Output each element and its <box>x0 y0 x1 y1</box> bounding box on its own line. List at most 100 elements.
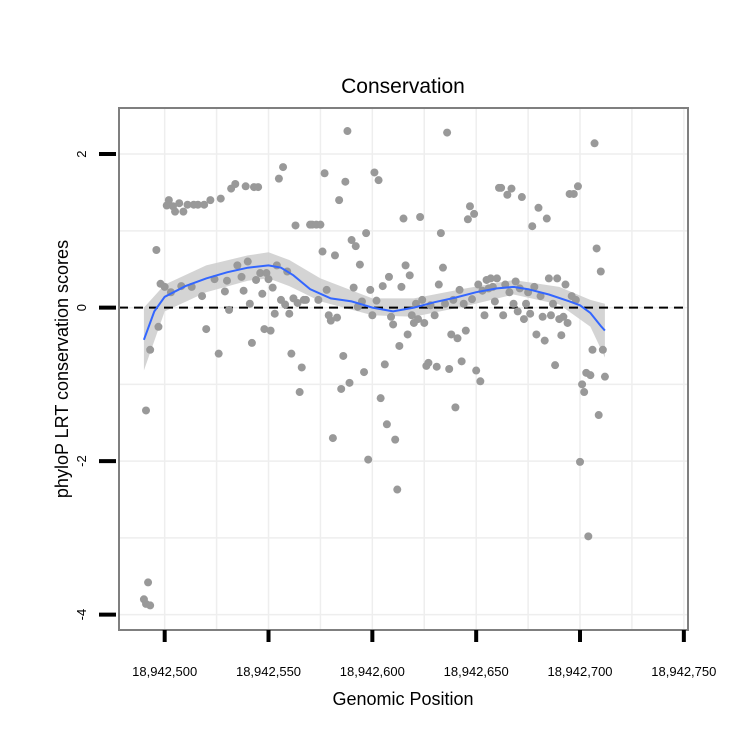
data-point <box>281 300 290 309</box>
data-point <box>492 274 501 283</box>
data-point <box>397 282 406 291</box>
x-tick-label: 18,942,750 <box>651 664 716 679</box>
data-point <box>144 578 153 587</box>
data-point <box>461 326 470 335</box>
data-point <box>154 322 163 331</box>
data-point <box>262 269 271 278</box>
data-point <box>287 349 296 358</box>
data-point <box>480 311 489 320</box>
data-point <box>403 330 412 339</box>
data-point <box>252 275 261 284</box>
data-point <box>503 190 512 199</box>
data-point <box>341 177 350 186</box>
data-point <box>578 380 587 389</box>
data-point <box>216 194 225 203</box>
scatter-points <box>139 127 609 610</box>
data-point <box>376 394 385 403</box>
data-point <box>274 174 283 183</box>
data-point <box>549 299 558 308</box>
data-point <box>511 277 520 286</box>
y-tick-label: 2 <box>74 150 89 157</box>
data-point <box>343 127 352 136</box>
data-point <box>368 311 377 320</box>
confidence-band-area <box>143 252 605 371</box>
data-point <box>457 357 466 366</box>
data-point <box>222 276 231 285</box>
data-point <box>247 338 256 347</box>
data-point <box>445 365 454 373</box>
data-point <box>378 282 387 291</box>
data-point <box>231 179 240 188</box>
data-point <box>517 193 526 202</box>
data-point <box>418 295 427 304</box>
data-point <box>536 292 545 301</box>
data-point <box>476 377 485 386</box>
data-point <box>349 283 358 292</box>
data-point <box>553 274 562 283</box>
x-tick-label: 18,942,600 <box>340 664 405 679</box>
data-point <box>382 420 391 429</box>
data-point <box>455 285 464 294</box>
data-point <box>598 345 607 354</box>
y-tick-label: -4 <box>74 609 89 621</box>
data-point <box>538 312 547 321</box>
data-point <box>407 311 416 320</box>
data-point <box>351 242 360 251</box>
data-point <box>490 297 499 306</box>
data-point <box>561 280 570 289</box>
data-point <box>270 309 279 318</box>
data-point <box>347 236 356 245</box>
data-point <box>497 183 506 192</box>
data-point <box>534 203 543 212</box>
data-point <box>362 229 371 238</box>
data-point <box>563 318 572 327</box>
data-point <box>438 263 447 272</box>
data-point <box>220 287 229 296</box>
data-point <box>141 406 150 415</box>
data-point <box>509 299 518 308</box>
data-point <box>160 282 169 291</box>
data-point <box>198 292 207 301</box>
data-point <box>465 202 474 211</box>
data-point <box>164 196 173 205</box>
data-point <box>414 315 423 324</box>
confidence-band <box>143 252 605 371</box>
data-point <box>499 311 508 320</box>
data-point <box>447 330 456 339</box>
data-point <box>399 214 408 223</box>
data-point <box>345 378 354 387</box>
data-point <box>472 366 481 375</box>
data-point <box>434 280 443 289</box>
data-point <box>330 251 339 260</box>
data-point <box>360 368 369 377</box>
data-point <box>443 128 452 137</box>
data-point <box>171 207 180 216</box>
data-point <box>320 169 329 178</box>
data-point <box>528 222 537 231</box>
data-point <box>364 455 373 464</box>
data-point <box>468 295 477 304</box>
smooth-line <box>142 264 606 341</box>
data-point <box>268 283 277 292</box>
data-point <box>241 182 250 191</box>
data-point <box>540 336 549 345</box>
data-point <box>179 207 188 216</box>
data-point <box>436 229 445 238</box>
chart-title: Conservation <box>341 75 465 98</box>
data-point <box>470 209 479 218</box>
data-point <box>571 295 580 304</box>
smooth-trend-line <box>142 264 606 341</box>
data-point <box>432 362 441 371</box>
data-point <box>266 326 275 335</box>
data-point <box>544 274 553 283</box>
data-point <box>576 457 585 466</box>
data-point <box>374 176 383 185</box>
data-point <box>293 298 302 307</box>
data-point <box>542 214 551 223</box>
data-point <box>245 299 254 308</box>
data-point <box>551 361 560 370</box>
data-point <box>152 246 161 255</box>
data-point <box>233 261 242 270</box>
data-point <box>393 485 402 494</box>
